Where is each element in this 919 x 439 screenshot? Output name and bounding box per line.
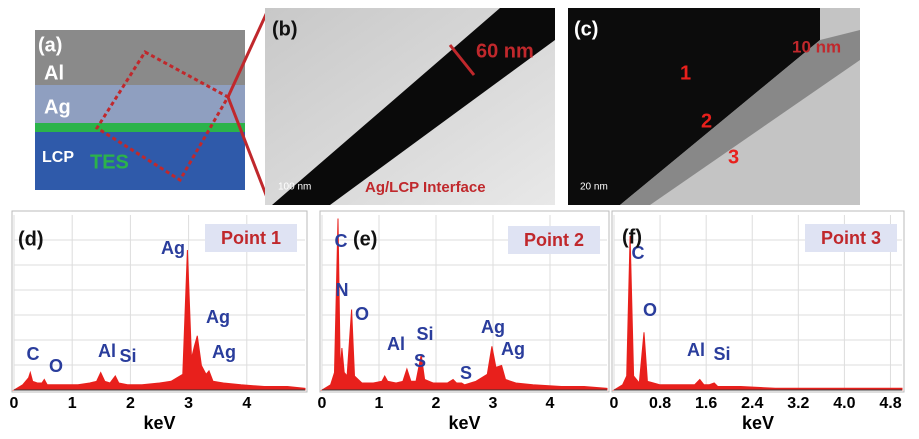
- x-tick-label: 4.0: [833, 395, 855, 412]
- x-axis-label: keV: [742, 413, 774, 433]
- point-box: [805, 224, 897, 252]
- peak-label: Ag: [481, 317, 505, 337]
- panel-label: (a): [38, 34, 62, 56]
- peak-label: Si: [416, 324, 433, 344]
- x-tick-label: 0: [610, 395, 619, 412]
- point-label: 1: [680, 62, 691, 84]
- point-label: 2: [701, 110, 712, 132]
- zoom-line: [226, 9, 270, 98]
- scale-bar: 20 nm: [580, 182, 608, 193]
- x-tick-label: 3.2: [787, 395, 809, 412]
- x-tick-label: 1: [375, 395, 384, 412]
- spectrum: [320, 218, 608, 391]
- x-tick-label: 1.6: [695, 395, 717, 412]
- layer-ag: [35, 85, 245, 123]
- zoom-box: [94, 50, 231, 183]
- x-tick-label: 4.8: [879, 395, 901, 412]
- peak-label: S: [460, 363, 472, 383]
- peak-label: Si: [119, 346, 136, 366]
- layer-lcp: [35, 132, 245, 190]
- point-label: 3: [728, 146, 739, 168]
- interface-image: [620, 30, 860, 205]
- panel-label: (e): [353, 228, 377, 250]
- peak-label: C: [27, 344, 40, 364]
- panel-label: (b): [272, 18, 298, 40]
- layer-label: LCP: [42, 149, 74, 166]
- point-box: [205, 224, 297, 252]
- peak-label: Si: [713, 344, 730, 364]
- peak-label: N: [336, 280, 349, 300]
- x-tick-label: 0: [318, 395, 327, 412]
- layer-label: Ag: [44, 96, 71, 118]
- measure: [448, 44, 476, 76]
- peak-label: Al: [98, 341, 116, 361]
- peak-label: C: [335, 231, 348, 251]
- x-tick-label: 0.8: [649, 395, 671, 412]
- chart-title: Point 1: [221, 228, 281, 248]
- spectrum: [12, 249, 306, 391]
- spectrum: [612, 235, 903, 391]
- peak-label: S: [414, 351, 426, 371]
- panel-label: (c): [574, 18, 598, 40]
- layer-label: TES: [90, 151, 129, 173]
- peak-label: Ag: [161, 238, 185, 258]
- measure-label: 60 nm: [476, 40, 534, 62]
- interface-label: Ag/LCP Interface: [365, 179, 486, 196]
- scale-bar: 100 nm: [278, 182, 311, 193]
- x-tick-label: 2: [126, 395, 135, 412]
- x-axis-label: keV: [143, 413, 175, 433]
- layer-label: Al: [44, 62, 64, 84]
- zoom-line: [226, 96, 270, 201]
- x-axis-label: keV: [448, 413, 480, 433]
- ag-layer-image: [568, 8, 820, 205]
- peak-label: C: [632, 243, 645, 263]
- chart-title: Point 2: [524, 230, 584, 250]
- peak-label: O: [355, 304, 369, 324]
- peak-label: Ag: [501, 339, 525, 359]
- x-tick-label: 4: [242, 395, 251, 412]
- point-box: [508, 226, 600, 254]
- measure-label: 10 nm: [792, 37, 841, 56]
- panel-label: (f): [622, 226, 642, 248]
- peak-label: O: [643, 300, 657, 320]
- peak-label: Al: [387, 334, 405, 354]
- x-tick-label: 4: [546, 395, 555, 412]
- x-tick-label: 2: [432, 395, 441, 412]
- x-tick-label: 3: [184, 395, 193, 412]
- ag-layer-image: [272, 8, 555, 205]
- chart-title: Point 3: [821, 228, 881, 248]
- x-tick-label: 2.4: [741, 395, 763, 412]
- peak-label: Ag: [206, 307, 230, 327]
- peak-label: Al: [687, 340, 705, 360]
- peak-label: Ag: [212, 342, 236, 362]
- x-tick-label: 3: [489, 395, 498, 412]
- peak-label: O: [49, 356, 63, 376]
- x-tick-label: 1: [68, 395, 77, 412]
- layer-al: [35, 30, 245, 85]
- layer-tes: [35, 123, 245, 132]
- x-tick-label: 0: [10, 395, 19, 412]
- panel-label: (d): [18, 228, 44, 250]
